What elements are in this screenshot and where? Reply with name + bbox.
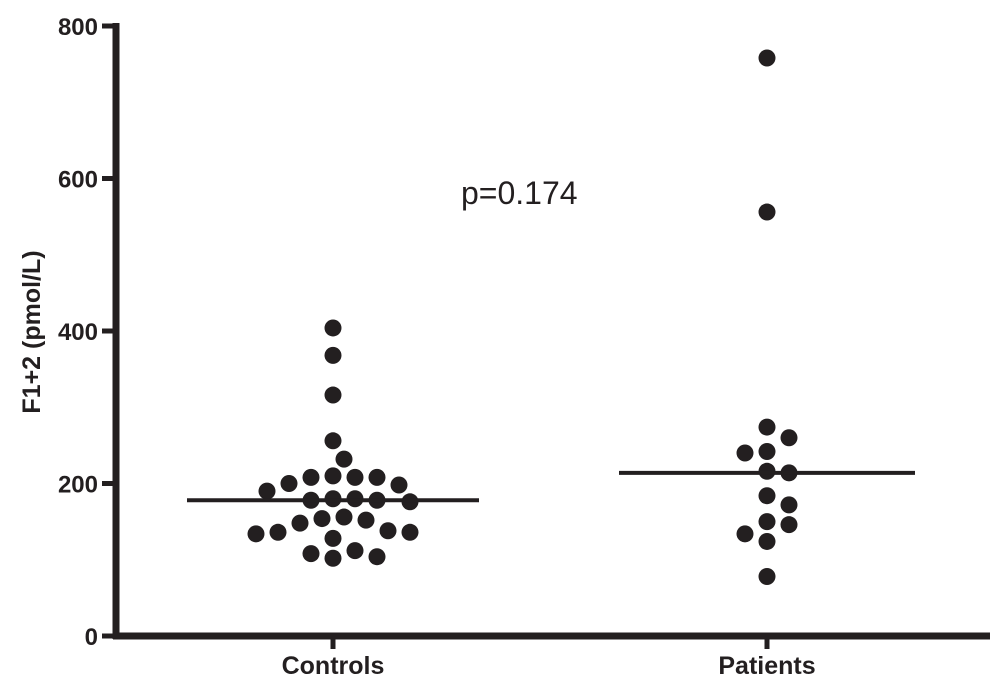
data-point-patients (758, 487, 776, 505)
data-point-controls (324, 549, 342, 567)
data-point-controls (302, 468, 320, 486)
data-point-patients (780, 496, 798, 514)
y-tick-label: 400 (58, 319, 98, 346)
data-point-patients (736, 525, 754, 543)
data-point-controls (247, 525, 265, 543)
data-point-controls (368, 468, 386, 486)
y-tick-label: 800 (58, 14, 98, 41)
median-lines (187, 470, 915, 503)
x-tick-label-patients: Patients (718, 652, 815, 680)
data-point-controls (258, 482, 276, 500)
data-point-patients (758, 418, 776, 436)
data-point-patients (758, 513, 776, 531)
data-point-controls (302, 545, 320, 563)
data-point-controls (324, 346, 342, 364)
data-point-patients (758, 568, 776, 586)
y-ticks: 0 200 400 600 800 (58, 14, 116, 651)
data-point-controls (324, 432, 342, 450)
data-point-controls (313, 510, 331, 528)
data-point-controls (324, 319, 342, 337)
data-point-patients (736, 444, 754, 462)
y-axis-title: F1+2 (pmol/L) (18, 250, 46, 413)
data-point-controls (357, 511, 375, 529)
x-ticks: Controls Patients (282, 636, 816, 680)
data-point-patients (780, 429, 798, 447)
data-point-controls (390, 476, 408, 494)
data-points (247, 49, 798, 586)
data-point-patients (758, 49, 776, 67)
data-point-controls (324, 467, 342, 485)
data-point-controls (335, 508, 353, 526)
data-point-controls (269, 523, 287, 541)
data-point-patients (758, 203, 776, 221)
data-point-controls (401, 523, 419, 541)
x-tick-label-controls: Controls (282, 652, 385, 680)
y-tick-label: 0 (85, 624, 98, 651)
data-point-controls (335, 450, 353, 468)
data-point-controls (324, 386, 342, 404)
data-point-controls (324, 529, 342, 547)
y-tick-label: 200 (58, 472, 98, 499)
y-tick-label: 600 (58, 167, 98, 194)
data-point-patients (758, 442, 776, 460)
data-point-controls (379, 522, 397, 540)
data-point-controls (291, 514, 309, 532)
data-point-patients (780, 516, 798, 534)
data-point-controls (280, 475, 298, 492)
p-value-annotation: p=0.174 (461, 175, 578, 211)
data-point-controls (346, 468, 364, 486)
data-point-patients (758, 532, 776, 550)
data-point-controls (368, 548, 386, 566)
data-point-controls (346, 542, 364, 560)
axes (112, 23, 990, 640)
